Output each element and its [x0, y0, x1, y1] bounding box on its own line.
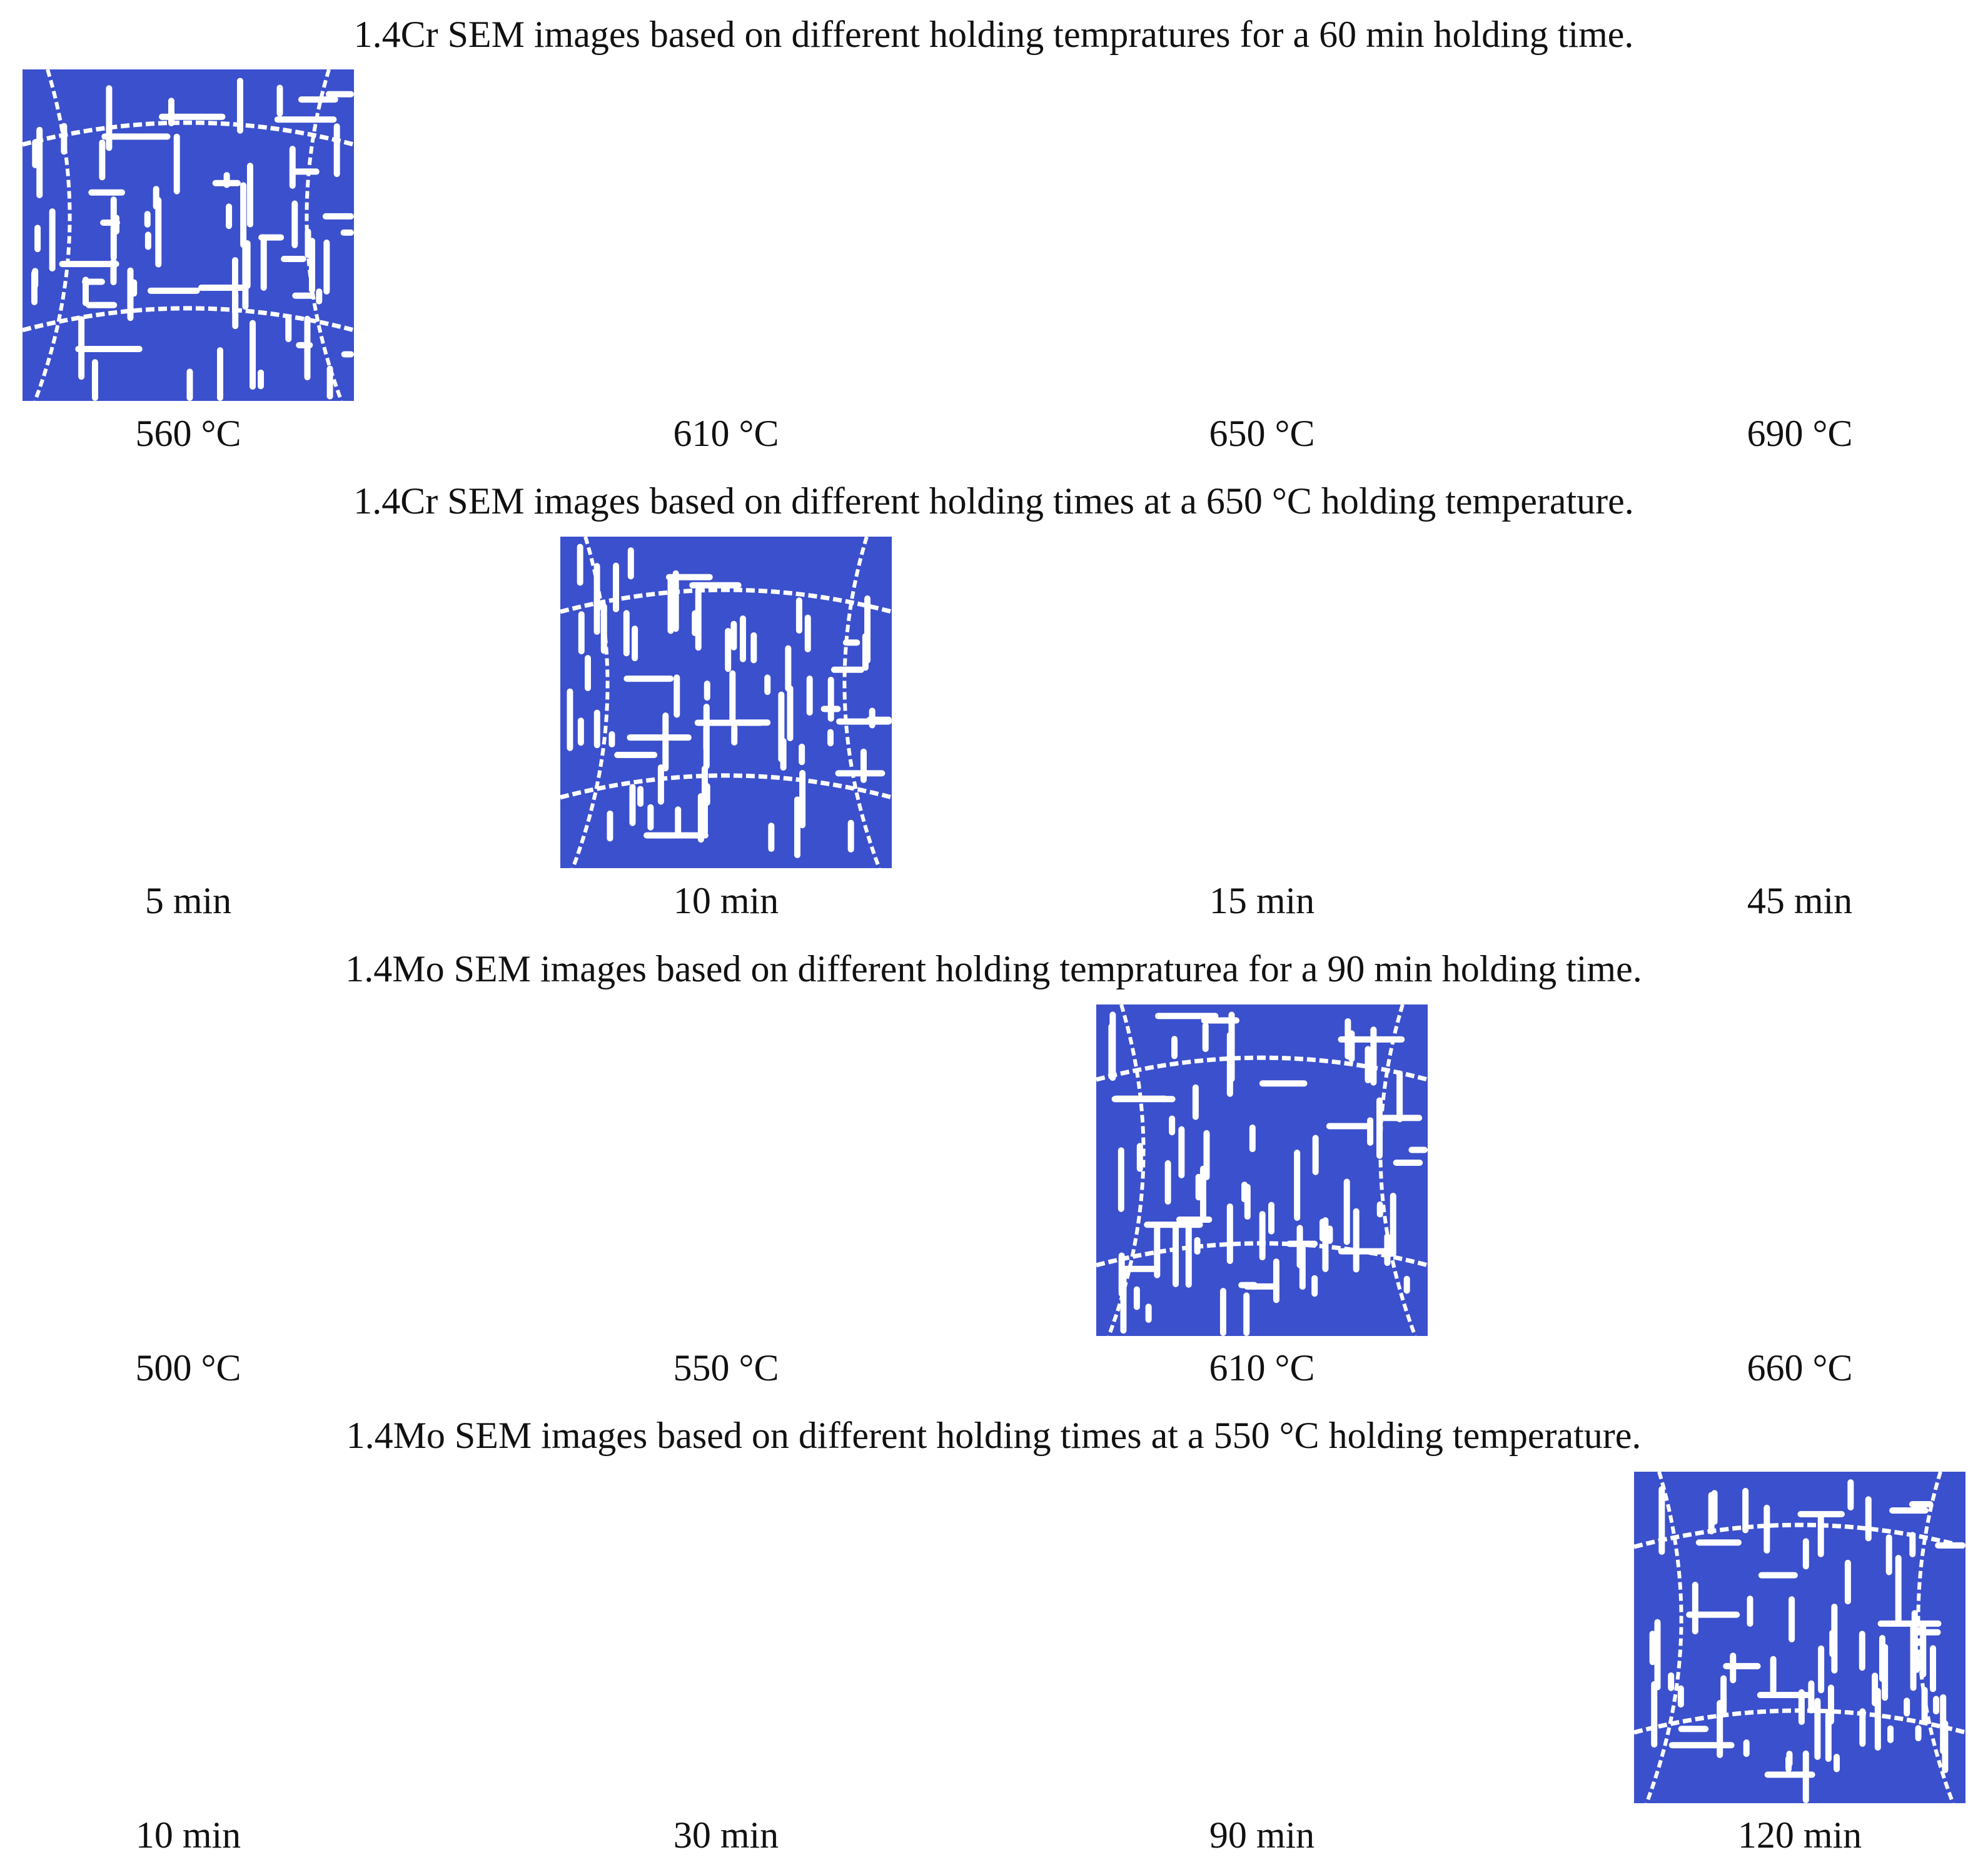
panel-label: 90 min	[1209, 1814, 1314, 1856]
grain-boundary	[1378, 1004, 1417, 1337]
panel-label: 690 °C	[1747, 413, 1852, 454]
grain-boundary	[33, 69, 72, 402]
row-title: 1.4Cr SEM images based on different hold…	[353, 480, 1634, 522]
panel-label: 660 °C	[1747, 1347, 1852, 1389]
row-title: 1.4Mo SEM images based on different hold…	[346, 1415, 1642, 1456]
panel-label: 610 °C	[673, 413, 779, 454]
panel-label: 15 min	[1209, 880, 1314, 921]
panel-label: 10 min	[136, 1814, 241, 1856]
grain-boundary	[842, 536, 881, 869]
grain-boundary	[1916, 1471, 1955, 1804]
panel-label: 610 °C	[1209, 1347, 1314, 1389]
grain-boundary	[1096, 1055, 1428, 1082]
panel-label: 650 °C	[1209, 413, 1314, 454]
panel-label: 45 min	[1747, 880, 1852, 921]
grain-boundary	[1107, 1004, 1146, 1337]
panel-label: 500 °C	[135, 1347, 241, 1389]
row-title: 1.4Mo SEM images based on different hold…	[345, 948, 1642, 989]
panel-label: 5 min	[145, 880, 231, 921]
grain-boundary	[1633, 1522, 1966, 1549]
panel-label: 560 °C	[135, 413, 241, 454]
grain-boundary	[22, 120, 355, 147]
micrograph	[1633, 1471, 1966, 1804]
row-title: 1.4Cr SEM images based on different hold…	[354, 14, 1634, 55]
micrograph	[22, 69, 355, 402]
grain-boundary	[560, 587, 892, 614]
grain-boundary	[305, 69, 343, 402]
grain-boundary	[560, 773, 892, 800]
panel-label: 10 min	[674, 880, 779, 921]
micrograph	[1096, 1004, 1428, 1337]
micrograph	[560, 536, 892, 869]
grain-boundary	[1645, 1471, 1683, 1804]
panel-label: 30 min	[674, 1814, 779, 1856]
panel-label: 120 min	[1738, 1814, 1862, 1856]
panel-label: 550 °C	[673, 1347, 779, 1389]
